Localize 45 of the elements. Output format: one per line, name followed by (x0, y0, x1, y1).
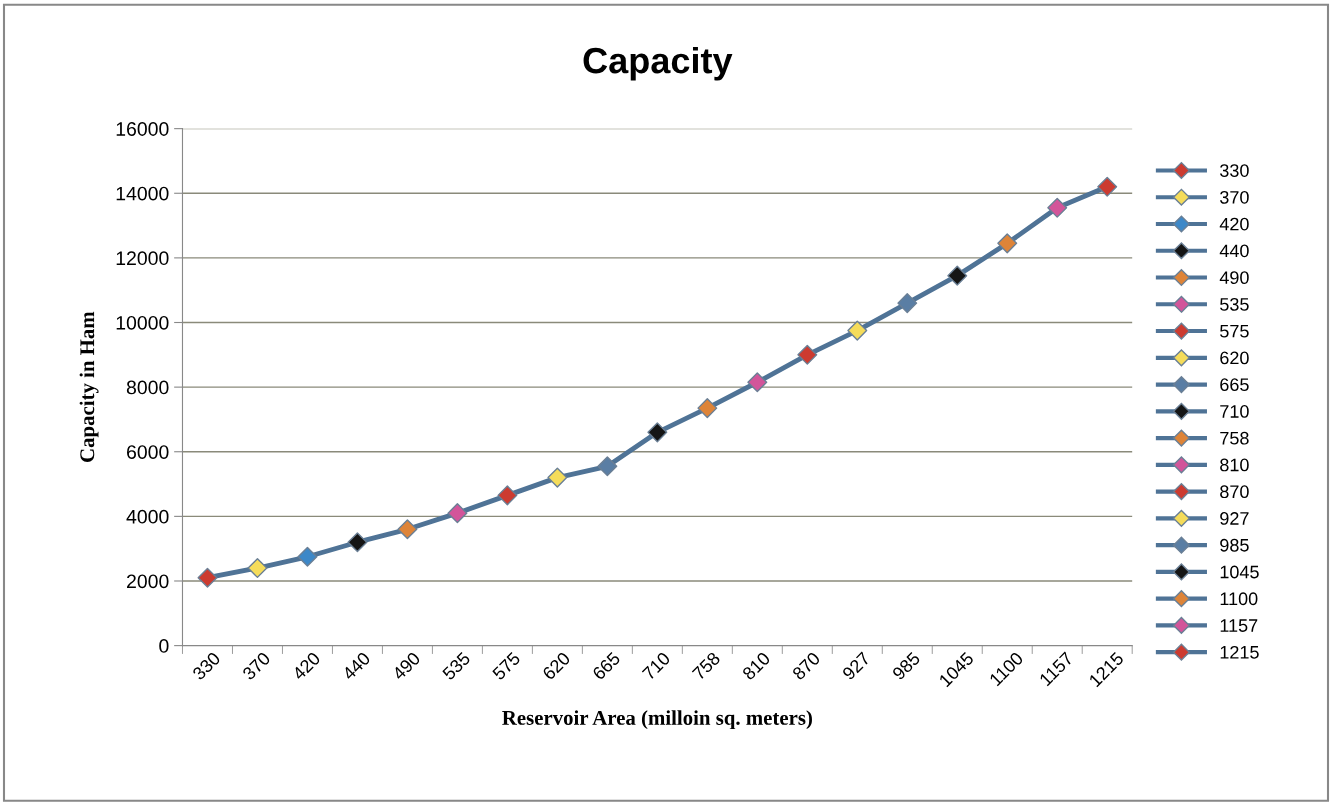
y-tick-label: 14000 (116, 186, 169, 201)
category-label: 927 (1220, 512, 1249, 525)
category-label: 1100 (1220, 592, 1258, 606)
y-tick-label: 16000 (116, 122, 169, 136)
category-label: 575 (1220, 324, 1249, 338)
y-axis-title: Capacity in Ham (79, 311, 99, 462)
y-tick-label: 4000 (126, 509, 169, 524)
x-tick-label: 330 (191, 651, 222, 681)
x-tick-label: 535 (441, 651, 471, 681)
category-label: 440 (1219, 244, 1249, 258)
x-tick-label: 490 (391, 651, 421, 681)
x-tick-label: 665 (591, 651, 621, 681)
x-tick-label: 870 (791, 651, 821, 681)
x-tick-label: 370 (241, 651, 272, 681)
category-label: 1045 (1220, 565, 1259, 579)
x-axis-title: Reservoir Area (milloin sq. meters) (502, 710, 812, 730)
x-tick-label: 758 (691, 651, 721, 681)
category-label: 665 (1220, 378, 1249, 392)
x-tick-label: 927 (841, 651, 871, 681)
category-label: 490 (1219, 271, 1249, 285)
category-label: 1157 (1220, 619, 1258, 632)
category-label: 620 (1220, 351, 1249, 365)
y-tick-label: 0 (159, 639, 169, 653)
chart-title: Capacity (583, 46, 733, 81)
category-label: 420 (1219, 217, 1249, 231)
y-tick-label: 12000 (116, 251, 169, 266)
category-label: 870 (1220, 485, 1249, 499)
x-tick-label: 440 (341, 651, 372, 681)
category-label: 985 (1220, 538, 1249, 552)
x-tick-label: 810 (741, 651, 771, 681)
y-tick-label: 6000 (127, 445, 169, 459)
x-tick-label: 985 (891, 651, 921, 681)
x-tick-label: 420 (291, 651, 322, 681)
category-label: 758 (1220, 431, 1249, 445)
y-tick-label: 2000 (127, 574, 169, 589)
x-tick-label: 575 (491, 651, 521, 681)
category-label: 535 (1220, 297, 1249, 311)
category-label: 810 (1220, 458, 1249, 472)
category-label: 370 (1220, 190, 1249, 204)
y-tick-label: 10000 (116, 315, 169, 330)
x-tick-label: 710 (641, 651, 671, 681)
category-label: 330 (1220, 164, 1249, 177)
x-tick-label: 620 (541, 651, 571, 681)
category-label: 710 (1220, 405, 1249, 418)
y-tick-label: 8000 (126, 380, 169, 395)
